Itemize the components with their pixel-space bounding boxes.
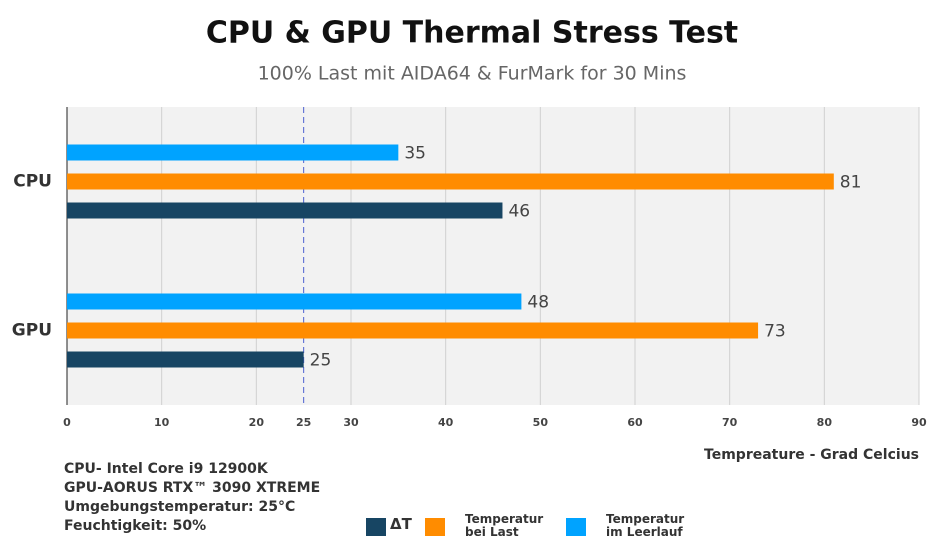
chart-title: CPU & GPU Thermal Stress Test: [206, 16, 738, 51]
legend-swatch: [566, 518, 586, 536]
x-tick-label: 90: [911, 416, 927, 429]
bar: [67, 144, 399, 161]
legend-swatch: [425, 518, 445, 536]
x-tick-label: 30: [343, 416, 359, 429]
x-tick-label: 60: [627, 416, 643, 429]
value-label: 73: [764, 322, 786, 342]
chart-subtitle: 100% Last mit AIDA64 & FurMark for 30 Mi…: [258, 63, 687, 85]
note: GPU-AORUS RTX™ 3090 XTREME: [64, 480, 320, 496]
x-tick-label: 70: [722, 416, 738, 429]
value-label: 35: [404, 144, 426, 164]
legend-label: ΔT: [390, 515, 412, 533]
bar: [67, 202, 503, 219]
bar: [67, 322, 759, 339]
bar: [67, 351, 304, 368]
value-label: 81: [840, 173, 862, 193]
value-label: 25: [310, 351, 332, 371]
value-label: 48: [527, 293, 549, 313]
x-tick-label: 25: [296, 416, 311, 429]
x-tick-label: 80: [817, 416, 833, 429]
legend-label: Temperatur im Leerlauf: [606, 512, 685, 539]
legend-swatch: [366, 518, 386, 536]
y-tick-label: CPU: [13, 172, 52, 192]
bar: [67, 293, 522, 310]
y-tick-label: GPU: [12, 321, 52, 341]
x-tick-label: 50: [533, 416, 549, 429]
note: CPU- Intel Core i9 12900K: [64, 461, 269, 477]
legend-label: Temperatur bei Last: [465, 512, 544, 539]
note: Umgebungstemperatur: 25°C: [64, 499, 295, 515]
x-tick-label: 40: [438, 416, 454, 429]
x-tick-label: 20: [249, 416, 265, 429]
bar: [67, 173, 834, 190]
value-label: 46: [508, 202, 530, 222]
x-tick-label: 0: [63, 416, 71, 429]
x-axis-label: Tempreature - Grad Celcius: [704, 447, 919, 463]
note: Feuchtigkeit: 50%: [64, 518, 206, 534]
x-tick-label: 10: [154, 416, 170, 429]
